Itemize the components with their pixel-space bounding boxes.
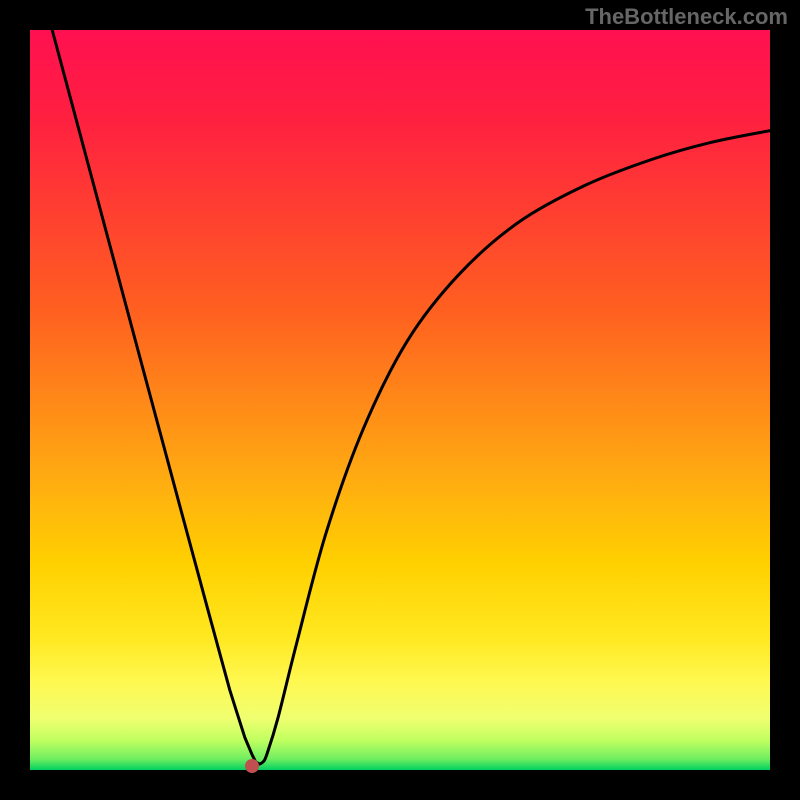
watermark-text: TheBottleneck.com <box>585 4 788 30</box>
plot-area <box>30 30 770 770</box>
bottleneck-curve <box>30 30 770 770</box>
valley-marker <box>245 759 259 773</box>
curve-path <box>52 30 770 764</box>
